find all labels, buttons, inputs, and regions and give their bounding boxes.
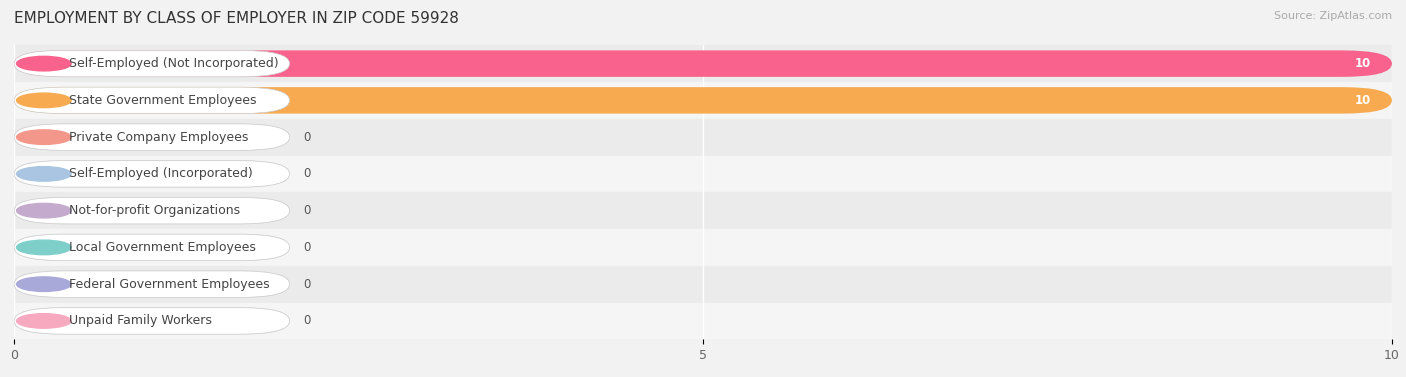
Bar bbox=[14, 192, 1392, 229]
Circle shape bbox=[17, 130, 72, 144]
Circle shape bbox=[17, 314, 72, 328]
Text: 10: 10 bbox=[1355, 94, 1371, 107]
Circle shape bbox=[17, 240, 72, 255]
Bar bbox=[14, 82, 1392, 119]
Text: State Government Employees: State Government Employees bbox=[69, 94, 256, 107]
Circle shape bbox=[17, 93, 72, 108]
Text: Unpaid Family Workers: Unpaid Family Workers bbox=[69, 314, 211, 327]
FancyBboxPatch shape bbox=[14, 198, 290, 224]
Text: EMPLOYMENT BY CLASS OF EMPLOYER IN ZIP CODE 59928: EMPLOYMENT BY CLASS OF EMPLOYER IN ZIP C… bbox=[14, 11, 458, 26]
Circle shape bbox=[17, 277, 72, 291]
Text: 0: 0 bbox=[304, 204, 311, 217]
Circle shape bbox=[17, 56, 72, 71]
Bar bbox=[14, 266, 1392, 302]
FancyBboxPatch shape bbox=[14, 308, 290, 334]
FancyBboxPatch shape bbox=[14, 161, 290, 187]
FancyBboxPatch shape bbox=[14, 51, 290, 77]
Bar bbox=[14, 302, 1392, 339]
Text: 0: 0 bbox=[304, 241, 311, 254]
FancyBboxPatch shape bbox=[14, 308, 290, 334]
FancyBboxPatch shape bbox=[14, 87, 290, 113]
Circle shape bbox=[17, 167, 72, 181]
Text: Source: ZipAtlas.com: Source: ZipAtlas.com bbox=[1274, 11, 1392, 21]
Bar bbox=[14, 229, 1392, 266]
FancyBboxPatch shape bbox=[14, 271, 290, 297]
Bar bbox=[14, 119, 1392, 156]
Bar bbox=[14, 156, 1392, 192]
FancyBboxPatch shape bbox=[14, 234, 290, 261]
Text: 0: 0 bbox=[304, 278, 311, 291]
FancyBboxPatch shape bbox=[14, 87, 1392, 113]
FancyBboxPatch shape bbox=[14, 124, 290, 150]
Text: 0: 0 bbox=[304, 167, 311, 180]
FancyBboxPatch shape bbox=[14, 51, 1392, 77]
Text: 0: 0 bbox=[304, 131, 311, 144]
FancyBboxPatch shape bbox=[14, 161, 290, 187]
FancyBboxPatch shape bbox=[14, 271, 290, 297]
Text: Not-for-profit Organizations: Not-for-profit Organizations bbox=[69, 204, 240, 217]
Text: 10: 10 bbox=[1355, 57, 1371, 70]
Text: Self-Employed (Not Incorporated): Self-Employed (Not Incorporated) bbox=[69, 57, 278, 70]
Text: 0: 0 bbox=[304, 314, 311, 327]
Text: Self-Employed (Incorporated): Self-Employed (Incorporated) bbox=[69, 167, 252, 180]
FancyBboxPatch shape bbox=[14, 234, 290, 261]
Circle shape bbox=[17, 203, 72, 218]
Text: Local Government Employees: Local Government Employees bbox=[69, 241, 256, 254]
FancyBboxPatch shape bbox=[14, 198, 290, 224]
Bar bbox=[14, 45, 1392, 82]
Text: Private Company Employees: Private Company Employees bbox=[69, 131, 247, 144]
Text: Federal Government Employees: Federal Government Employees bbox=[69, 278, 270, 291]
FancyBboxPatch shape bbox=[14, 124, 290, 150]
